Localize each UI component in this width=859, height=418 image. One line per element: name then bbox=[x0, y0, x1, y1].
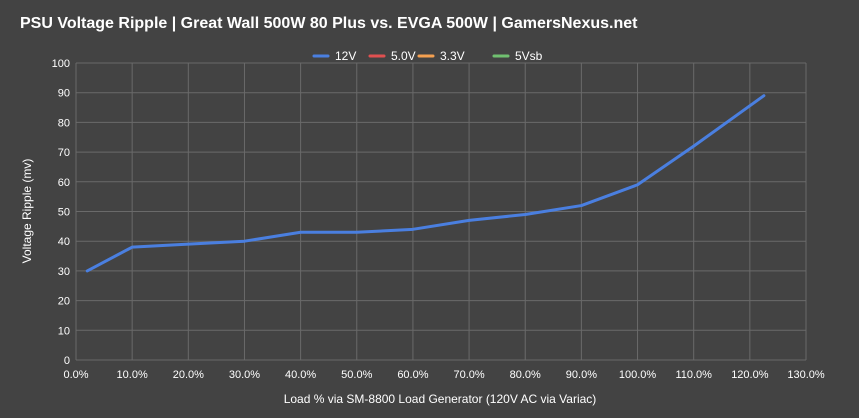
y-tick-label: 50 bbox=[58, 207, 70, 219]
chart-series bbox=[85, 94, 766, 273]
x-tick-label: 40.0% bbox=[285, 369, 316, 381]
x-tick-label: 60.0% bbox=[397, 369, 428, 381]
y-tick-label: 80 bbox=[58, 117, 70, 129]
y-tick-label: 20 bbox=[58, 296, 70, 308]
y-tick-label: 100 bbox=[52, 58, 70, 70]
y-tick-label: 70 bbox=[58, 147, 70, 159]
x-tick-label: 130.0% bbox=[787, 369, 825, 381]
x-axis-ticks: 0.0% 10.0% 20.0% 30.0% 40.0% 50.0% 60.0% 70.0% 8… bbox=[63, 369, 824, 381]
x-tick-label: 120.0% bbox=[731, 369, 769, 381]
legend-label: 5Vsb bbox=[515, 49, 543, 63]
series-line-12v bbox=[85, 94, 766, 273]
chart-title: PSU Voltage Ripple | Great Wall 500W 80 … bbox=[20, 15, 638, 32]
y-tick-label: 0 bbox=[64, 355, 70, 367]
x-tick-label: 50.0% bbox=[341, 369, 372, 381]
y-tick-label: 30 bbox=[58, 266, 70, 278]
legend-label: 12V bbox=[335, 49, 356, 63]
chart-legend: 12V 5.0V 3.3V 5Vsb bbox=[312, 49, 543, 63]
x-tick-label: 10.0% bbox=[117, 369, 148, 381]
x-tick-label: 20.0% bbox=[173, 369, 204, 381]
y-tick-label: 60 bbox=[58, 177, 70, 189]
x-axis-label: Load % via SM-8800 Load Generator (120V … bbox=[284, 392, 597, 406]
y-tick-label: 10 bbox=[58, 325, 70, 337]
y-tick-label: 40 bbox=[58, 236, 70, 248]
x-tick-label: 100.0% bbox=[619, 369, 657, 381]
y-axis-ticks: 0 10 20 30 40 50 60 70 80 90 100 bbox=[52, 58, 70, 367]
chart-gridlines bbox=[75, 62, 807, 361]
x-tick-label: 70.0% bbox=[453, 369, 484, 381]
y-tick-label: 90 bbox=[58, 88, 70, 100]
x-tick-label: 110.0% bbox=[675, 369, 712, 381]
y-axis-label: Voltage Ripple (mv) bbox=[20, 159, 34, 264]
x-tick-label: 30.0% bbox=[229, 369, 260, 381]
legend-label: 5.0V bbox=[391, 49, 416, 63]
legend-label: 3.3V bbox=[440, 49, 465, 63]
x-tick-label: 80.0% bbox=[510, 369, 541, 381]
x-tick-label: 0.0% bbox=[63, 369, 88, 381]
x-tick-label: 90.0% bbox=[566, 369, 597, 381]
